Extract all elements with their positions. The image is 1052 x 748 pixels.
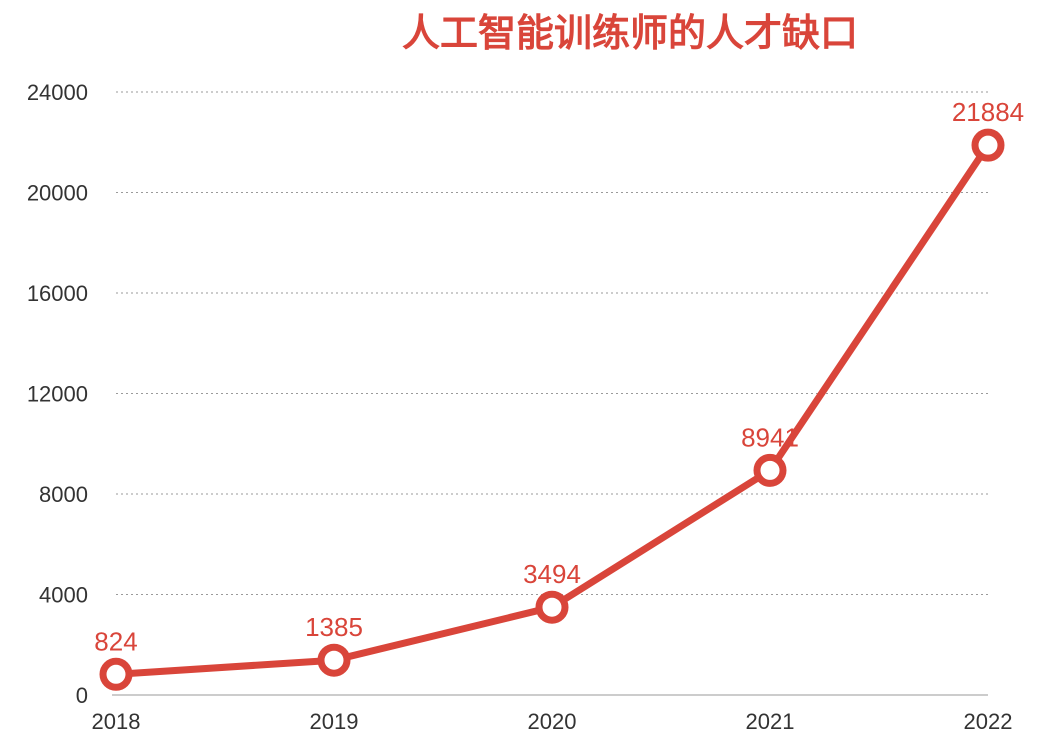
chart-title: 人工智能训练师的人才缺口 [402, 11, 858, 55]
y-tick-label: 16000 [27, 281, 88, 306]
data-labels: 824 1385 3494 8941 21884 [94, 97, 1024, 656]
y-axis-ticks: 0 4000 8000 12000 16000 20000 24000 [27, 80, 88, 708]
y-tick-label: 20000 [27, 181, 88, 206]
x-axis-ticks: 2018 2019 2020 2021 2022 [92, 709, 1013, 734]
data-label: 824 [94, 626, 137, 656]
series-line-group [99, 128, 1005, 691]
y-tick-label: 0 [76, 683, 88, 708]
data-label: 21884 [952, 97, 1024, 127]
data-point-marker [99, 657, 133, 691]
x-tick-label: 2018 [92, 709, 141, 734]
y-tick-label: 4000 [39, 583, 88, 608]
data-label: 8941 [741, 422, 799, 452]
data-label: 1385 [305, 612, 363, 642]
x-tick-label: 2020 [528, 709, 577, 734]
data-point-marker [317, 643, 351, 677]
data-point-marker [535, 590, 569, 624]
y-tick-label: 12000 [27, 382, 88, 407]
x-tick-label: 2022 [964, 709, 1013, 734]
data-point-marker [971, 128, 1005, 162]
grid-lines [112, 91, 988, 696]
y-tick-label: 24000 [27, 80, 88, 105]
y-tick-label: 8000 [39, 482, 88, 507]
data-point-marker [753, 453, 787, 487]
x-tick-label: 2021 [746, 709, 795, 734]
data-label: 3494 [523, 559, 581, 589]
x-tick-label: 2019 [310, 709, 359, 734]
